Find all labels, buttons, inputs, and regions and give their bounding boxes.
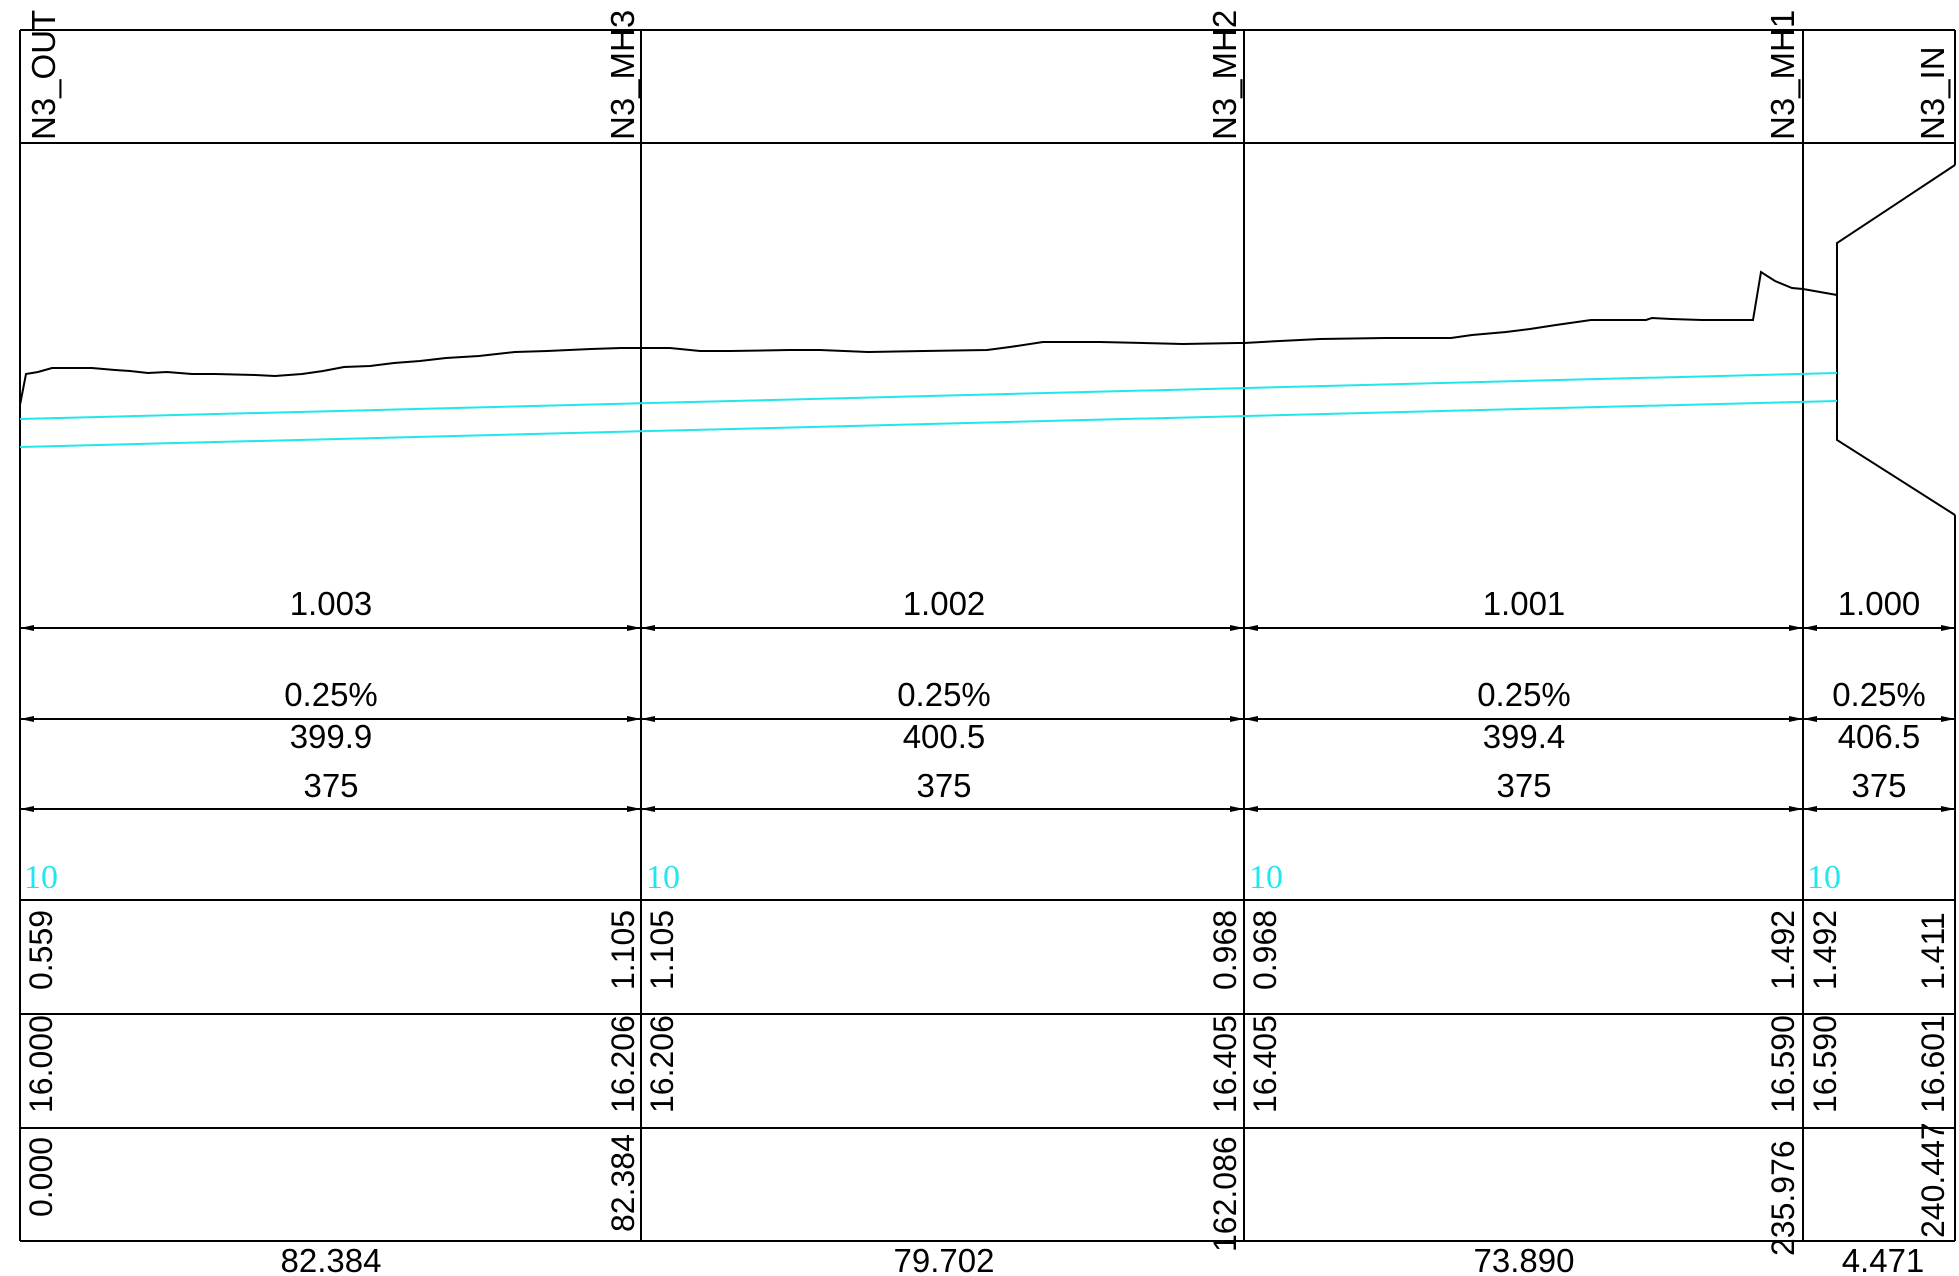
segment-ref: 1.003 bbox=[290, 585, 373, 622]
segment-value-a: 406.5 bbox=[1838, 718, 1921, 755]
segment-length: 79.702 bbox=[894, 1242, 995, 1276]
node-label-n3-in: N3_IN bbox=[1914, 46, 1951, 140]
node-label-n3-mh3: N3_MH3 bbox=[604, 10, 641, 140]
chainage-start: 0.000 bbox=[23, 1137, 59, 1217]
segment-length: 82.384 bbox=[281, 1242, 382, 1276]
ground-level-line bbox=[19, 270, 1838, 406]
depth-end: 0.968 bbox=[1207, 910, 1243, 990]
segment-value-a: 399.9 bbox=[290, 718, 373, 755]
segment-gradient: 0.25% bbox=[284, 676, 378, 713]
level-start: 16.405 bbox=[1247, 1015, 1283, 1113]
depth-start: 1.105 bbox=[644, 910, 680, 990]
chainage-end: 82.384 bbox=[605, 1134, 641, 1232]
segment-1-001: 1.001 0.25% 399.4 375 10 0.968 1.492 16.… bbox=[1247, 585, 1801, 1276]
pipe-crown-line bbox=[19, 372, 1838, 420]
pipe-invert-line bbox=[19, 400, 1838, 448]
segment-diameter: 375 bbox=[303, 767, 358, 804]
segment-ref: 1.001 bbox=[1483, 585, 1566, 622]
depth-end: 1.105 bbox=[605, 910, 641, 990]
segment-ref: 1.002 bbox=[903, 585, 986, 622]
table-band-lines bbox=[20, 627, 1955, 1242]
node-gridlines bbox=[19, 30, 1804, 1241]
chainage-end: 240.447 bbox=[1915, 1122, 1951, 1238]
segment-1-000: 1.000 0.25% 406.5 375 10 1.492 1.411 16.… bbox=[1807, 585, 1951, 1276]
segment-cyan-label: 10 bbox=[1249, 859, 1283, 896]
level-end: 16.405 bbox=[1207, 1015, 1243, 1113]
node-label-n3-mh2: N3_MH2 bbox=[1206, 10, 1243, 140]
segment-length: 73.890 bbox=[1474, 1242, 1575, 1276]
segment-ref: 1.000 bbox=[1838, 585, 1921, 622]
segment-gradient: 0.25% bbox=[897, 676, 991, 713]
headwall-outline bbox=[1836, 164, 1956, 516]
chainage-end: 235.976 bbox=[1765, 1140, 1801, 1256]
level-end: 16.206 bbox=[605, 1015, 641, 1113]
depth-end: 1.492 bbox=[1765, 910, 1801, 990]
level-end: 16.590 bbox=[1765, 1015, 1801, 1113]
depth-start: 1.492 bbox=[1807, 910, 1843, 990]
segment-gradient: 0.25% bbox=[1832, 676, 1926, 713]
node-label-n3-mh1: N3_MH1 bbox=[1764, 10, 1801, 140]
segment-cyan-label: 10 bbox=[1807, 859, 1841, 896]
segment-1-003: 1.003 0.25% 399.9 375 10 0.559 1.105 16.… bbox=[23, 585, 641, 1276]
segment-gradient: 0.25% bbox=[1477, 676, 1571, 713]
level-end: 16.601 bbox=[1915, 1015, 1951, 1113]
segment-diameter: 375 bbox=[1496, 767, 1551, 804]
depth-end: 1.411 bbox=[1915, 912, 1951, 990]
segment-value-a: 399.4 bbox=[1483, 718, 1566, 755]
segment-cyan-label: 10 bbox=[24, 859, 58, 896]
depth-start: 0.559 bbox=[23, 910, 59, 990]
segment-diameter: 375 bbox=[1851, 767, 1906, 804]
segment-value-a: 400.5 bbox=[903, 718, 986, 755]
segment-diameter: 375 bbox=[916, 767, 971, 804]
level-start: 16.206 bbox=[644, 1015, 680, 1113]
segment-cyan-label: 10 bbox=[646, 859, 680, 896]
pipe-profile bbox=[19, 372, 1838, 448]
node-header-band bbox=[20, 29, 1955, 144]
level-start: 16.590 bbox=[1807, 1015, 1843, 1113]
depth-start: 0.968 bbox=[1247, 910, 1283, 990]
segment-length: 4.471 bbox=[1842, 1242, 1925, 1276]
segment-1-002: 1.002 0.25% 400.5 375 10 1.105 0.968 16.… bbox=[644, 585, 1243, 1276]
band-arrow-ticks bbox=[20, 625, 1955, 812]
node-label-n3-out: N3_OUT bbox=[25, 10, 62, 140]
level-start: 16.000 bbox=[23, 1015, 59, 1113]
chainage-end: 162.086 bbox=[1207, 1136, 1243, 1252]
